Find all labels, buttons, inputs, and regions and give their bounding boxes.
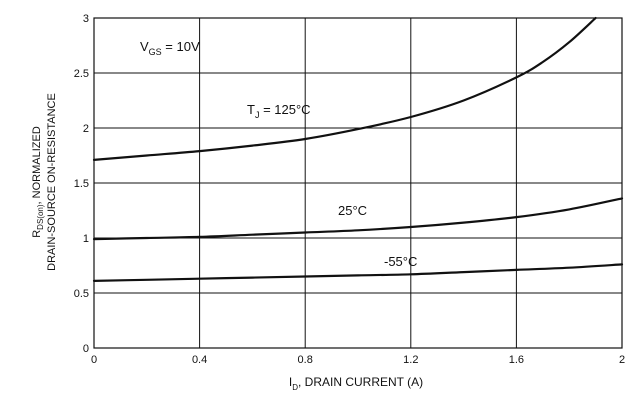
x-tick-label-2: 0.8 [298,354,313,366]
series-line-25c [92,197,624,241]
x-axis-label: ID, DRAIN CURRENT (A) [289,375,423,392]
series-label-125c-main: T [247,102,255,117]
series-line-minus55c [92,263,624,282]
x-tick-label-4: 1.6 [509,354,524,366]
plot-frame [93,17,623,349]
x-axis-label-main: I [289,375,292,389]
x-tick-label-3: 1.2 [403,354,418,366]
series-label-125c: TJ = 125°C [247,102,311,120]
x-axis-label-rest: , DRAIN CURRENT (A) [298,375,423,389]
y-tick-label-3: 1.5 [74,178,89,190]
y-axis-label-line1-sub: DS(on) [36,204,45,230]
series-label-125c-rest: = 125°C [259,102,310,117]
series-label-minus55c: -55°C [384,254,417,269]
y-tick-label-5: 2.5 [74,68,89,80]
y-tick-label-2: 1 [83,233,89,245]
condition-main: V [140,39,149,54]
y-tick-label-6: 3 [83,13,89,25]
y-tick-label-1: 0.5 [74,288,89,300]
condition-sub: GS [149,47,162,57]
y-tick-label-0: 0 [83,343,89,355]
series-line-125c [92,16,597,161]
x-tick-label-1: 0.4 [192,354,207,366]
x-tick-label-5: 2 [619,354,625,366]
x-axis-label-sub: D [292,383,298,392]
axes: 0 0.4 0.8 1.2 1.6 2 0 0.5 1 1.5 2 2.5 3 [74,13,625,366]
y-axis-label-line2: DRAIN-SOURCE ON-RESISTANCE [46,93,58,271]
x-tick-label-0: 0 [91,354,97,366]
y-axis-label-line1-rest: , NORMALIZED [31,126,43,204]
grid [93,17,623,349]
condition-rest: = 10V [162,39,200,54]
y-axis-label-line1-main: R [31,230,43,238]
series-label-125c-sub: J [255,110,260,120]
y-axis-label-line1: RDS(on), NORMALIZED [31,126,45,238]
series-label-25c: 25°C [338,203,367,218]
condition-annotation: VGS = 10V [140,39,200,57]
series-group [92,16,624,282]
y-tick-label-4: 2 [83,123,89,135]
